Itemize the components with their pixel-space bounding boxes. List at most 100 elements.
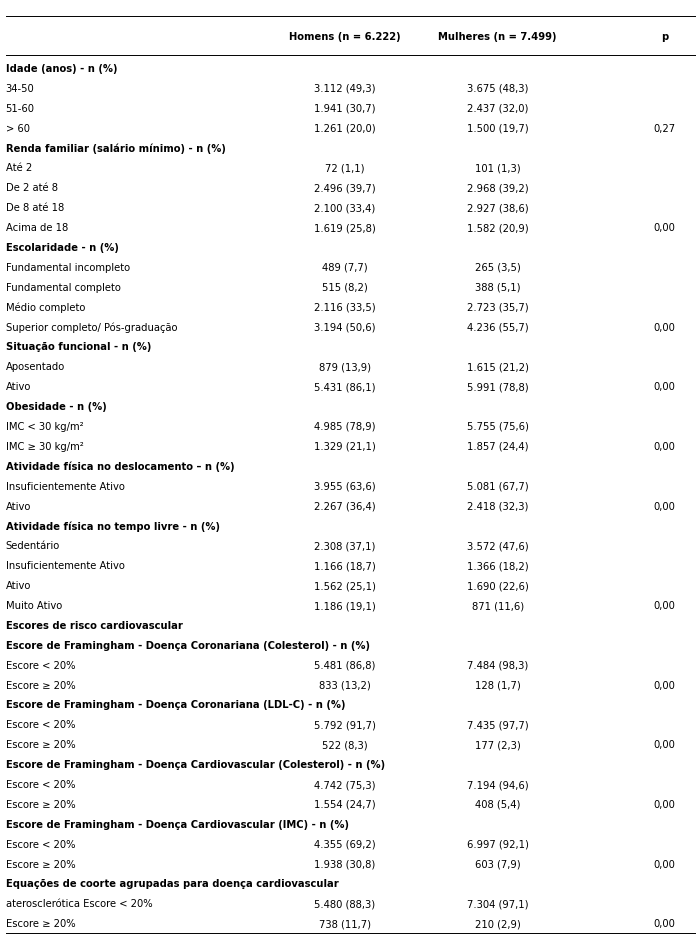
Text: 489 (7,7): 489 (7,7) bbox=[322, 263, 367, 272]
Text: 0,00: 0,00 bbox=[654, 382, 676, 392]
Text: 2.496 (39,7): 2.496 (39,7) bbox=[314, 183, 375, 193]
Text: 2.418 (32,3): 2.418 (32,3) bbox=[467, 501, 528, 511]
Text: Escore ≥ 20%: Escore ≥ 20% bbox=[6, 680, 75, 690]
Text: Escore < 20%: Escore < 20% bbox=[6, 779, 75, 789]
Text: Mulheres (n = 7.499): Mulheres (n = 7.499) bbox=[438, 32, 557, 41]
Text: 7.194 (94,6): 7.194 (94,6) bbox=[467, 779, 528, 789]
Text: 879 (13,9): 879 (13,9) bbox=[319, 362, 370, 372]
Text: 101 (1,3): 101 (1,3) bbox=[475, 163, 521, 173]
Text: 0,00: 0,00 bbox=[654, 858, 676, 869]
Text: Insuficientemente Ativo: Insuficientemente Ativo bbox=[6, 561, 125, 571]
Text: Até 2: Até 2 bbox=[6, 163, 32, 173]
Text: Acima de 18: Acima de 18 bbox=[6, 223, 68, 233]
Text: Escore < 20%: Escore < 20% bbox=[6, 720, 75, 729]
Text: Situação funcional - n (%): Situação funcional - n (%) bbox=[6, 342, 151, 352]
Text: 0,27: 0,27 bbox=[654, 124, 676, 134]
Text: 1.582 (20,9): 1.582 (20,9) bbox=[467, 223, 528, 233]
Text: De 2 até 8: De 2 até 8 bbox=[6, 183, 58, 193]
Text: Escore de Framingham - Doença Coronariana (Colesterol) - n (%): Escore de Framingham - Doença Coronarian… bbox=[6, 640, 370, 651]
Text: 4.355 (69,2): 4.355 (69,2) bbox=[314, 839, 375, 849]
Text: Escore ≥ 20%: Escore ≥ 20% bbox=[6, 739, 75, 750]
Text: 2.308 (37,1): 2.308 (37,1) bbox=[314, 541, 375, 550]
Text: 7.304 (97,1): 7.304 (97,1) bbox=[467, 899, 528, 908]
Text: 265 (3,5): 265 (3,5) bbox=[475, 263, 521, 272]
Text: Atividade física no deslocamento – n (%): Atividade física no deslocamento – n (%) bbox=[6, 461, 234, 472]
Text: 3.112 (49,3): 3.112 (49,3) bbox=[314, 84, 375, 94]
Text: Insuficientemente Ativo: Insuficientemente Ativo bbox=[6, 481, 125, 491]
Text: 2.968 (39,2): 2.968 (39,2) bbox=[467, 183, 528, 193]
Text: Escore < 20%: Escore < 20% bbox=[6, 839, 75, 849]
Text: 2.116 (33,5): 2.116 (33,5) bbox=[314, 302, 375, 313]
Text: Médio completo: Médio completo bbox=[6, 302, 85, 313]
Text: 177 (2,3): 177 (2,3) bbox=[475, 739, 521, 750]
Text: Fundamental incompleto: Fundamental incompleto bbox=[6, 263, 129, 272]
Text: 0,00: 0,00 bbox=[654, 600, 676, 610]
Text: 1.261 (20,0): 1.261 (20,0) bbox=[314, 124, 375, 134]
Text: 0,00: 0,00 bbox=[654, 223, 676, 233]
Text: p: p bbox=[661, 32, 668, 41]
Text: 7.484 (98,3): 7.484 (98,3) bbox=[467, 660, 528, 670]
Text: 3.675 (48,3): 3.675 (48,3) bbox=[467, 84, 528, 94]
Text: aterosclerótica Escore < 20%: aterosclerótica Escore < 20% bbox=[6, 899, 152, 908]
Text: 1.857 (24,4): 1.857 (24,4) bbox=[467, 442, 528, 451]
Text: De 8 até 18: De 8 até 18 bbox=[6, 203, 64, 213]
Text: 5.755 (75,6): 5.755 (75,6) bbox=[467, 421, 528, 431]
Text: 1.619 (25,8): 1.619 (25,8) bbox=[314, 223, 375, 233]
Text: 871 (11,6): 871 (11,6) bbox=[472, 600, 523, 610]
Text: 1.166 (18,7): 1.166 (18,7) bbox=[314, 561, 375, 571]
Text: > 60: > 60 bbox=[6, 124, 29, 134]
Text: 1.554 (24,7): 1.554 (24,7) bbox=[314, 799, 375, 809]
Text: 4.985 (78,9): 4.985 (78,9) bbox=[314, 421, 375, 431]
Text: 1.186 (19,1): 1.186 (19,1) bbox=[314, 600, 375, 610]
Text: Ativo: Ativo bbox=[6, 580, 31, 591]
Text: Fundamental completo: Fundamental completo bbox=[6, 283, 120, 292]
Text: 522 (8,3): 522 (8,3) bbox=[322, 739, 367, 750]
Text: IMC ≥ 30 kg/m²: IMC ≥ 30 kg/m² bbox=[6, 442, 84, 451]
Text: 5.081 (67,7): 5.081 (67,7) bbox=[467, 481, 528, 491]
Text: 603 (7,9): 603 (7,9) bbox=[475, 858, 521, 869]
Text: Escolaridade - n (%): Escolaridade - n (%) bbox=[6, 242, 118, 253]
Text: 6.997 (92,1): 6.997 (92,1) bbox=[467, 839, 528, 849]
Text: 388 (5,1): 388 (5,1) bbox=[475, 283, 521, 292]
Text: 1.938 (30,8): 1.938 (30,8) bbox=[314, 858, 375, 869]
Text: 0,00: 0,00 bbox=[654, 739, 676, 750]
Text: Escore ≥ 20%: Escore ≥ 20% bbox=[6, 858, 75, 869]
Text: 515 (8,2): 515 (8,2) bbox=[322, 283, 367, 292]
Text: Renda familiar (salário mínimo) - n (%): Renda familiar (salário mínimo) - n (%) bbox=[6, 143, 226, 154]
Text: 5.480 (88,3): 5.480 (88,3) bbox=[314, 899, 375, 908]
Text: Homens (n = 6.222): Homens (n = 6.222) bbox=[289, 32, 400, 41]
Text: 5.991 (78,8): 5.991 (78,8) bbox=[467, 382, 528, 392]
Text: 3.955 (63,6): 3.955 (63,6) bbox=[314, 481, 375, 491]
Text: Escore de Framingham - Doença Coronariana (LDL-C) - n (%): Escore de Framingham - Doença Coronarian… bbox=[6, 700, 345, 709]
Text: 1.615 (21,2): 1.615 (21,2) bbox=[467, 362, 528, 372]
Text: 0,00: 0,00 bbox=[654, 918, 676, 929]
Text: 2.927 (38,6): 2.927 (38,6) bbox=[467, 203, 528, 213]
Text: Escore de Framingham - Doença Cardiovascular (Colesterol) - n (%): Escore de Framingham - Doença Cardiovasc… bbox=[6, 759, 385, 769]
Text: 2.723 (35,7): 2.723 (35,7) bbox=[467, 302, 528, 313]
Text: 34-50: 34-50 bbox=[6, 84, 34, 94]
Text: Equações de coorte agrupadas para doença cardiovascular: Equações de coorte agrupadas para doença… bbox=[6, 879, 338, 888]
Text: 7.435 (97,7): 7.435 (97,7) bbox=[467, 720, 528, 729]
Text: 738 (11,7): 738 (11,7) bbox=[319, 918, 370, 929]
Text: 4.742 (75,3): 4.742 (75,3) bbox=[314, 779, 375, 789]
Text: 1.941 (30,7): 1.941 (30,7) bbox=[314, 104, 375, 113]
Text: 72 (1,1): 72 (1,1) bbox=[325, 163, 364, 173]
Text: 1.562 (25,1): 1.562 (25,1) bbox=[314, 580, 375, 591]
Text: 4.236 (55,7): 4.236 (55,7) bbox=[467, 322, 528, 332]
Text: 5.792 (91,7): 5.792 (91,7) bbox=[314, 720, 375, 729]
Text: 0,00: 0,00 bbox=[654, 322, 676, 332]
Text: Muito Ativo: Muito Ativo bbox=[6, 600, 62, 610]
Text: 5.481 (86,8): 5.481 (86,8) bbox=[314, 660, 375, 670]
Text: 0,00: 0,00 bbox=[654, 680, 676, 690]
Text: Idade (anos) - n (%): Idade (anos) - n (%) bbox=[6, 64, 117, 74]
Text: Superior completo/ Pós-graduação: Superior completo/ Pós-graduação bbox=[6, 322, 177, 332]
Text: 210 (2,9): 210 (2,9) bbox=[475, 918, 521, 929]
Text: Escore ≥ 20%: Escore ≥ 20% bbox=[6, 918, 75, 929]
Text: 1.366 (18,2): 1.366 (18,2) bbox=[467, 561, 528, 571]
Text: Aposentado: Aposentado bbox=[6, 362, 65, 372]
Text: 833 (13,2): 833 (13,2) bbox=[319, 680, 370, 690]
Text: 1.690 (22,6): 1.690 (22,6) bbox=[467, 580, 528, 591]
Text: 128 (1,7): 128 (1,7) bbox=[475, 680, 521, 690]
Text: Ativo: Ativo bbox=[6, 382, 31, 392]
Text: 5.431 (86,1): 5.431 (86,1) bbox=[314, 382, 375, 392]
